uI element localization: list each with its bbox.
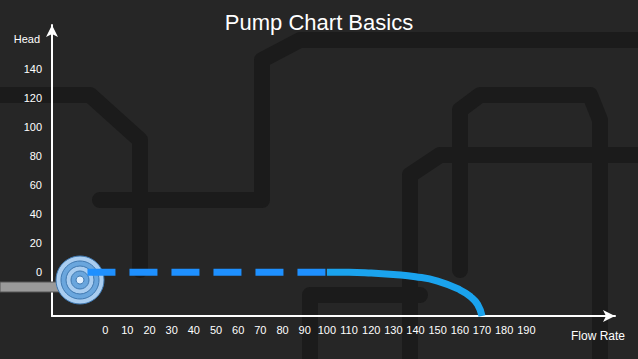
svg-text:110: 110 (340, 324, 358, 336)
svg-text:80: 80 (276, 324, 288, 336)
svg-text:60: 60 (232, 324, 244, 336)
svg-text:190: 190 (517, 324, 535, 336)
svg-text:150: 150 (428, 324, 446, 336)
svg-text:80: 80 (30, 150, 42, 162)
svg-text:20: 20 (30, 237, 42, 249)
svg-text:0: 0 (102, 324, 108, 336)
svg-text:0: 0 (36, 266, 42, 278)
svg-text:140: 140 (24, 63, 42, 75)
svg-text:120: 120 (24, 92, 42, 104)
svg-text:Head: Head (14, 33, 40, 45)
svg-text:30: 30 (166, 324, 178, 336)
svg-text:10: 10 (121, 324, 133, 336)
svg-text:60: 60 (30, 179, 42, 191)
svg-text:180: 180 (495, 324, 513, 336)
svg-text:100: 100 (318, 324, 336, 336)
svg-text:140: 140 (406, 324, 424, 336)
svg-text:40: 40 (188, 324, 200, 336)
svg-text:130: 130 (384, 324, 402, 336)
svg-text:40: 40 (30, 208, 42, 220)
svg-text:100: 100 (24, 121, 42, 133)
svg-text:170: 170 (473, 324, 491, 336)
svg-text:70: 70 (254, 324, 266, 336)
svg-text:20: 20 (143, 324, 155, 336)
svg-text:160: 160 (451, 324, 469, 336)
svg-text:90: 90 (299, 324, 311, 336)
svg-text:Flow Rate: Flow Rate (571, 329, 625, 343)
svg-text:50: 50 (210, 324, 222, 336)
svg-text:120: 120 (362, 324, 380, 336)
svg-text:Pump Chart Basics: Pump Chart Basics (225, 10, 413, 35)
